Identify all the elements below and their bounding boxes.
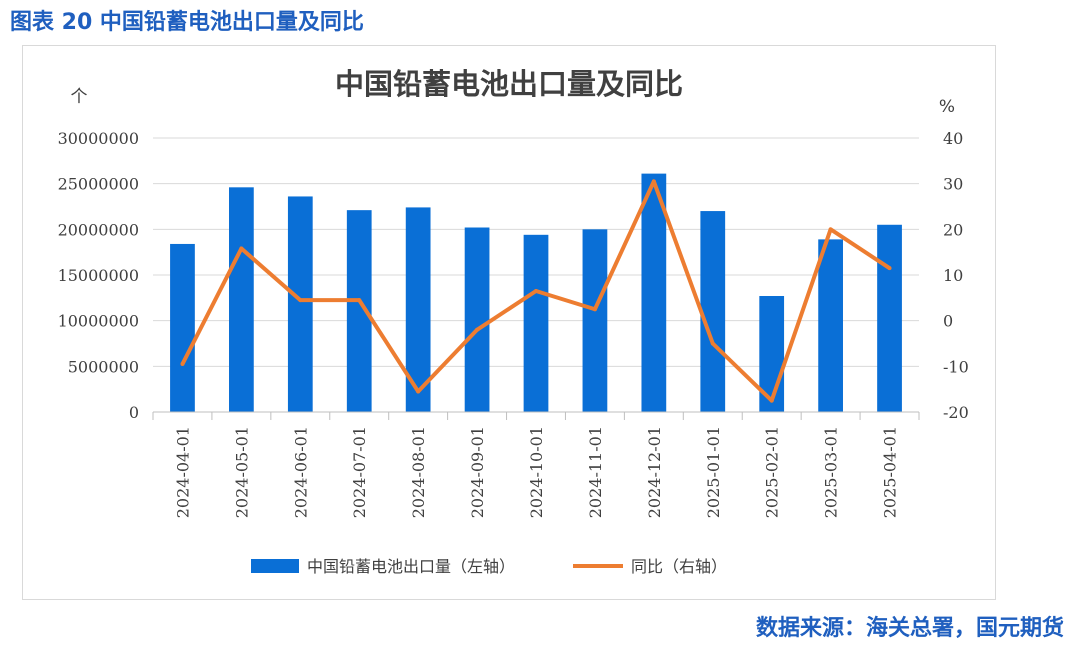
line-point (180, 362, 185, 367)
x-tick-label: 2024-07-01 (350, 426, 369, 518)
right-tick-label: 30 (943, 175, 963, 194)
bar (229, 187, 254, 412)
bar (287, 196, 313, 412)
left-tick-label: 15000000 (58, 266, 139, 285)
x-tick-label: 2025-02-01 (763, 426, 782, 518)
line-point (534, 288, 538, 293)
x-tick-label: 2024-11-01 (586, 426, 605, 518)
x-tick-label: 2024-12-01 (645, 426, 664, 518)
left-tick-label: 30000000 (58, 129, 139, 148)
legend: 中国铅蓄电池出口量（左轴） 同比（右轴） (251, 557, 727, 576)
left-tick-label: 0 (129, 403, 139, 422)
axes: 0 5000000 10000000 15000000 20000000 25000000… (58, 129, 969, 518)
left-tick-label: 5000000 (68, 357, 139, 376)
line-point (357, 298, 362, 303)
line-point (769, 398, 774, 403)
bar (170, 243, 195, 412)
legend-bar-label: 中国铅蓄电池出口量（左轴） (307, 557, 515, 576)
line-point (651, 179, 656, 184)
left-tick-label: 20000000 (58, 220, 139, 239)
right-tick-label: 40 (943, 129, 963, 148)
line-point (475, 327, 480, 332)
line-point (239, 246, 244, 251)
right-tick-label: 0 (943, 312, 953, 331)
bar (464, 227, 490, 412)
line-point (710, 341, 715, 346)
bar (877, 224, 902, 412)
bar (818, 239, 843, 412)
x-tick-label: 2024-06-01 (291, 426, 310, 518)
bar (641, 173, 667, 412)
chart-frame: 中国铅蓄电池出口量及同比 个 % 0 5000000 10000000 1500000… (22, 45, 996, 600)
right-tick-label: 10 (943, 266, 963, 285)
x-tick-label: 2024-05-01 (232, 426, 251, 518)
chart-svg: 中国铅蓄电池出口量及同比 个 % 0 5000000 10000000 1500000… (58, 67, 969, 576)
line-point (416, 389, 421, 394)
figure-caption: 图表 20 中国铅蓄电池出口量及同比 (10, 10, 364, 35)
line-point (592, 307, 597, 312)
line-point (298, 298, 303, 303)
bar (582, 229, 608, 412)
legend-line-label: 同比（右轴） (631, 557, 727, 576)
bar (700, 211, 726, 412)
x-tick-label: 2024-10-01 (527, 426, 546, 518)
right-axis-unit: % (939, 97, 955, 117)
left-tick-label: 25000000 (58, 175, 139, 194)
data-source: 数据来源：海关总署，国元期货 (755, 616, 1064, 641)
x-tick-label: 2024-04-01 (173, 426, 192, 518)
line-point (887, 266, 892, 271)
legend-bar-swatch (251, 559, 299, 573)
right-tick-label: -20 (943, 403, 969, 422)
left-axis-unit: 个 (71, 87, 88, 107)
x-tick-label: 2024-09-01 (468, 426, 487, 518)
x-tick-label: 2025-01-01 (704, 426, 723, 518)
right-tick-label: -10 (943, 357, 969, 376)
x-tick-label: 2025-03-01 (822, 426, 841, 518)
left-tick-label: 10000000 (58, 312, 139, 331)
line-point (828, 227, 833, 232)
right-tick-label: 20 (943, 220, 963, 239)
line-series (180, 179, 892, 403)
bar (523, 234, 549, 412)
x-tick-label: 2025-04-01 (881, 426, 900, 518)
x-tick-label: 2024-08-01 (409, 426, 428, 518)
chart-title: 中国铅蓄电池出口量及同比 (335, 67, 683, 101)
